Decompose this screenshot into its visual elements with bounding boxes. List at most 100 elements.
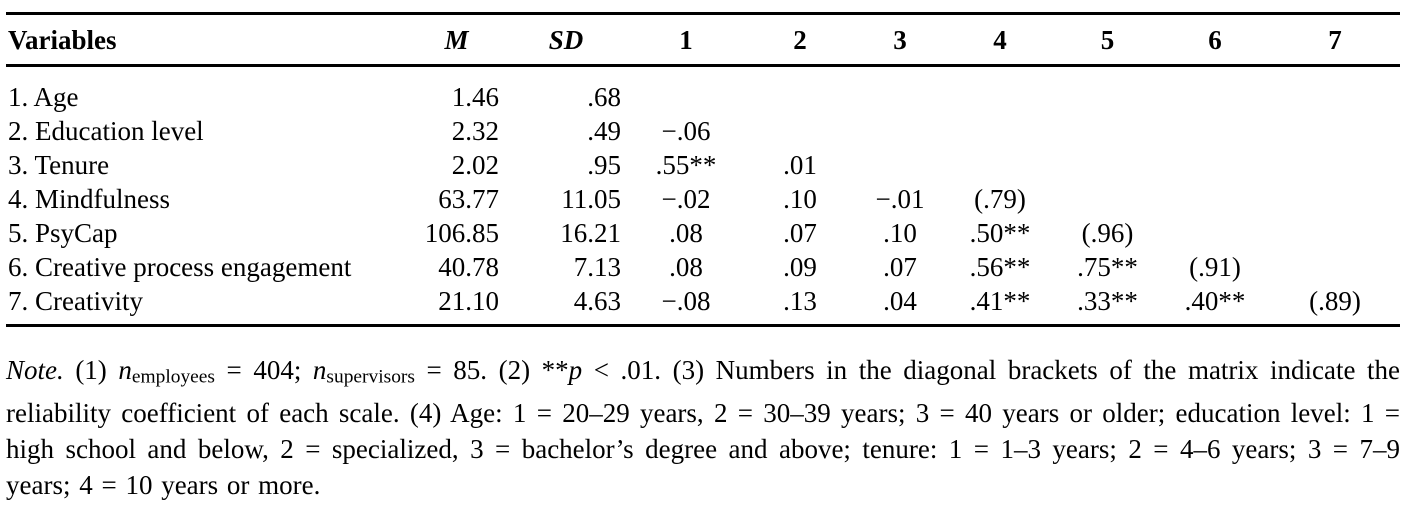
note-subscript-supervisors: supervisors — [326, 366, 415, 388]
table-cell: (.96) — [1081, 218, 1134, 248]
table-cell: .33** — [1077, 286, 1138, 316]
column-header-2: 2 — [745, 13, 855, 67]
table-cell — [1055, 182, 1160, 216]
table-row: 3. Tenure 2.02 .95 .55** .01 — [6, 148, 1400, 182]
table-cell: .49 — [587, 116, 621, 146]
column-header-sd: SD — [505, 13, 627, 67]
table-note: Note. (1) nemployees = 404; nsupervisors… — [6, 352, 1400, 503]
table-cell: .01 — [783, 150, 817, 180]
table-cell — [745, 114, 855, 148]
table-cell: (.89) — [1309, 286, 1361, 316]
table-cell — [855, 66, 945, 115]
column-header-6: 6 — [1160, 13, 1270, 67]
note-text: < .01. (3) Numbers in the diagonal brack… — [6, 355, 1400, 501]
table-cell: 16.21 — [560, 218, 621, 248]
table-cell: 11.05 — [561, 184, 621, 214]
note-n-symbol: n — [312, 355, 327, 385]
table-cell: 21.10 — [438, 286, 499, 316]
table-cell: .75** — [1077, 252, 1138, 282]
table-row: 6. Creative process engagement 40.78 7.1… — [6, 250, 1400, 284]
table-cell — [745, 66, 855, 115]
table-cell: .07 — [783, 218, 817, 248]
table-cell: .07 — [883, 252, 917, 282]
row-label: 5. PsyCap — [8, 218, 118, 248]
row-label: 6. Creative process engagement — [8, 252, 352, 282]
table-cell: 4.63 — [573, 286, 621, 316]
table-cell: .13 — [783, 286, 817, 316]
table-cell — [1160, 114, 1270, 148]
table-cell — [627, 66, 745, 115]
row-label: 1. Age — [8, 82, 79, 112]
column-header-mean: M — [408, 13, 505, 67]
note-text: (1) — [63, 355, 119, 385]
note-subscript-employees: employees — [131, 366, 215, 388]
table-cell: 40.78 — [438, 252, 499, 282]
table-row: 4. Mindfulness 63.77 11.05 −.02 .10 −.01… — [6, 182, 1400, 216]
note-label: Note. — [6, 355, 64, 385]
table-cell: .40** — [1184, 286, 1246, 316]
table-cell — [945, 114, 1055, 148]
table-cell: 106.85 — [424, 218, 499, 248]
row-label: 7. Creativity — [8, 286, 143, 316]
note-text: = 404; — [214, 355, 313, 385]
table-cell — [1160, 66, 1270, 115]
table-cell: 63.77 — [438, 184, 499, 214]
column-header-3: 3 — [855, 13, 945, 67]
table-cell: 1.46 — [451, 82, 499, 112]
column-header-variables: Variables — [6, 13, 408, 67]
table-cell — [945, 66, 1055, 115]
table-cell — [1270, 216, 1400, 250]
note-n-symbol: n — [118, 355, 132, 385]
table-cell — [1055, 66, 1160, 115]
correlation-table: Variables M SD 1 2 3 4 5 6 7 1. Age 1.46… — [6, 12, 1400, 327]
table-cell: 7.13 — [573, 252, 621, 282]
table-row: 7. Creativity 21.10 4.63 −.08 .13 .04 .4… — [6, 284, 1400, 326]
table-cell: −.06 — [661, 116, 711, 146]
row-label: 3. Tenure — [8, 150, 110, 180]
note-text: = 85. (2) ** — [414, 355, 569, 385]
table-cell: .50** — [969, 218, 1031, 248]
table-cell: −.01 — [875, 184, 925, 214]
table-cell — [1270, 66, 1400, 115]
table-cell — [1270, 148, 1400, 182]
table-cell — [1270, 250, 1400, 284]
note-p-symbol: p — [568, 355, 583, 385]
table-cell: .41** — [969, 286, 1031, 316]
table-cell — [855, 148, 945, 182]
column-header-1: 1 — [627, 13, 745, 67]
table-row: 2. Education level 2.32 .49 −.06 — [6, 114, 1400, 148]
table-cell: .10 — [883, 218, 917, 248]
table-cell — [1160, 182, 1270, 216]
table-cell — [1160, 148, 1270, 182]
table-cell: .55** — [655, 150, 717, 180]
table-cell: −.02 — [661, 184, 711, 214]
table-cell — [1270, 114, 1400, 148]
table-row: 5. PsyCap 106.85 16.21 .08 .07 .10 .50**… — [6, 216, 1400, 250]
column-header-7: 7 — [1270, 13, 1400, 67]
table-cell: .56** — [969, 252, 1031, 282]
table-cell: .95 — [587, 150, 621, 180]
table-cell: .08 — [669, 252, 703, 282]
table-cell — [1055, 114, 1160, 148]
table-row: 1. Age 1.46 .68 — [6, 66, 1400, 115]
column-header-5: 5 — [1055, 13, 1160, 67]
table-cell: −.08 — [661, 286, 711, 316]
table-cell: .08 — [669, 218, 703, 248]
table-cell: 2.02 — [451, 150, 499, 180]
table-cell — [1055, 148, 1160, 182]
row-label: 2. Education level — [8, 116, 204, 146]
table-cell: (.79) — [974, 184, 1026, 214]
table-cell — [1160, 216, 1270, 250]
table-cell: 2.32 — [451, 116, 499, 146]
column-header-4: 4 — [945, 13, 1055, 67]
table-cell — [1270, 182, 1400, 216]
table-cell: .09 — [783, 252, 817, 282]
table-cell: .04 — [883, 286, 917, 316]
table-cell: .10 — [783, 184, 817, 214]
table-header-row: Variables M SD 1 2 3 4 5 6 7 — [6, 13, 1400, 67]
row-label: 4. Mindfulness — [8, 184, 170, 214]
table-cell: .68 — [587, 82, 621, 112]
table-cell: (.91) — [1189, 252, 1241, 282]
table-cell — [855, 114, 945, 148]
